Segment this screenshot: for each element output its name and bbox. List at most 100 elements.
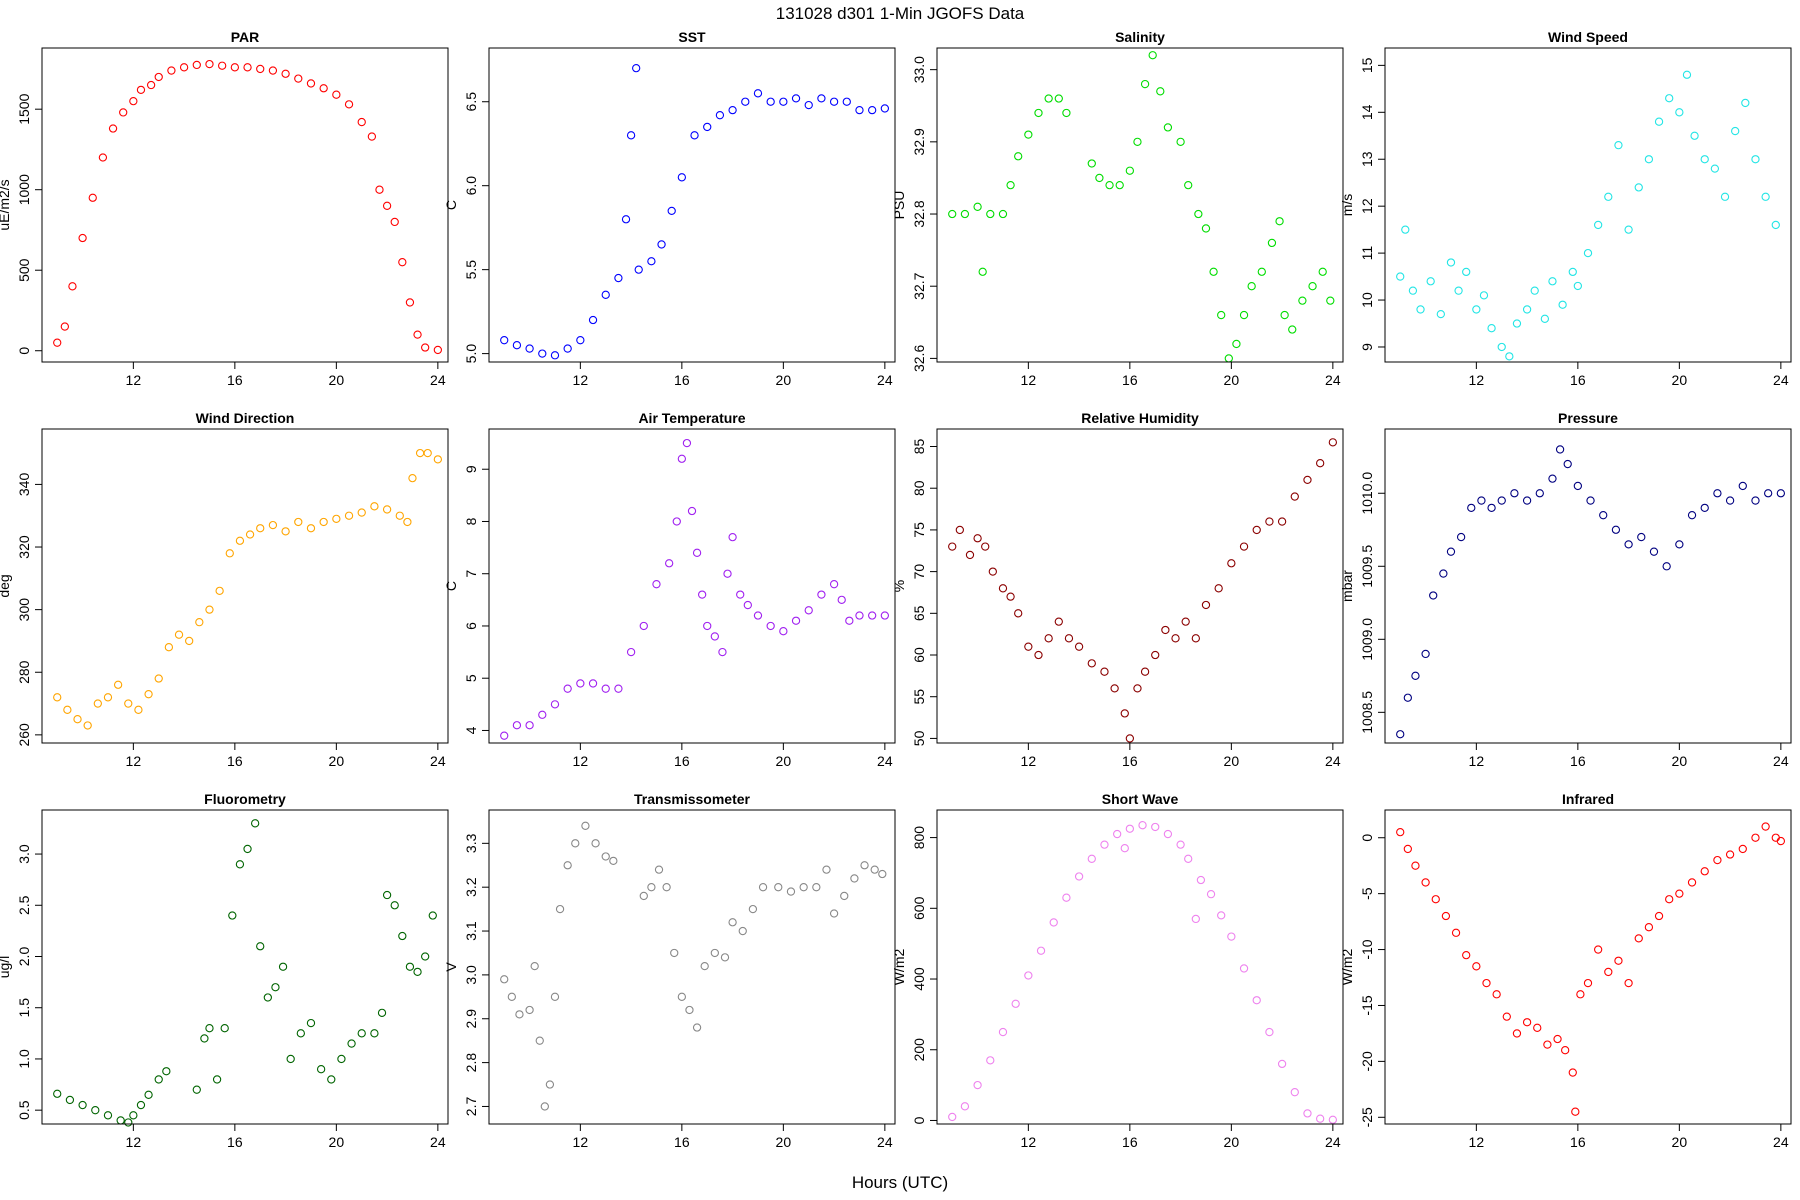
point xyxy=(1176,137,1185,146)
y-axis-title: mbar xyxy=(1339,570,1355,602)
y-tick-label: 0.5 xyxy=(16,1100,32,1120)
point xyxy=(948,542,957,551)
y-axis-title: PSU xyxy=(891,191,907,220)
point xyxy=(1062,108,1071,118)
point xyxy=(398,931,407,941)
panel-title: Salinity xyxy=(1115,29,1165,45)
point xyxy=(515,1010,524,1019)
point xyxy=(1115,180,1124,190)
point xyxy=(1522,305,1532,314)
point xyxy=(1563,459,1572,469)
panel-title: Wind Direction xyxy=(196,410,295,426)
point xyxy=(1761,192,1770,201)
panel-title: Pressure xyxy=(1558,410,1618,426)
point xyxy=(973,1080,982,1090)
point xyxy=(1206,890,1216,899)
x-tick-label: 12 xyxy=(1021,753,1037,769)
point xyxy=(766,621,775,631)
point xyxy=(1011,999,1020,1008)
point xyxy=(1604,192,1613,201)
point xyxy=(530,961,539,971)
point xyxy=(205,1024,214,1033)
point xyxy=(192,1085,201,1094)
point xyxy=(1087,659,1096,668)
point xyxy=(1662,562,1671,571)
point xyxy=(124,699,133,708)
point xyxy=(1741,98,1750,108)
point xyxy=(1156,87,1165,96)
point xyxy=(215,586,224,596)
point xyxy=(829,909,839,918)
point xyxy=(535,1036,544,1045)
x-tick-label: 16 xyxy=(1122,1134,1138,1150)
y-tick-label: 70 xyxy=(911,564,927,580)
y-tick-label: -25 xyxy=(1359,1107,1375,1127)
point xyxy=(91,1106,100,1115)
y-tick-label: 1500 xyxy=(16,93,32,124)
point xyxy=(1290,492,1299,501)
point xyxy=(1512,319,1522,328)
point xyxy=(281,527,290,536)
point xyxy=(588,679,598,688)
y-tick-label: 32.6 xyxy=(911,345,927,372)
point xyxy=(829,97,839,106)
point xyxy=(601,852,610,861)
point xyxy=(319,84,328,93)
point xyxy=(868,611,877,620)
point xyxy=(728,918,737,927)
point xyxy=(1125,824,1134,833)
point xyxy=(842,97,851,106)
y-tick-label: 340 xyxy=(16,473,32,497)
point xyxy=(1687,878,1697,887)
point xyxy=(500,731,509,740)
point xyxy=(228,911,237,920)
point xyxy=(1148,51,1157,60)
y-tick-label: 9 xyxy=(1359,343,1375,351)
y-axis-title: C xyxy=(443,581,459,591)
point xyxy=(1201,224,1211,233)
point xyxy=(1472,305,1481,314)
x-tick-label: 20 xyxy=(329,1134,345,1150)
y-tick-label: 400 xyxy=(911,967,927,991)
x-tick-label: 24 xyxy=(877,372,893,388)
point xyxy=(868,105,877,115)
y-tick-label: 2.5 xyxy=(16,895,32,915)
point xyxy=(316,1065,326,1074)
plot-frame xyxy=(936,809,1344,1125)
y-axis-title: W/m2 xyxy=(1339,949,1355,986)
point xyxy=(1277,1059,1287,1069)
point xyxy=(1252,525,1261,535)
point xyxy=(281,69,290,78)
point xyxy=(850,874,859,883)
point xyxy=(685,1005,694,1015)
point xyxy=(791,616,801,625)
point xyxy=(736,590,745,599)
y-tick-label: 60 xyxy=(911,647,927,663)
point xyxy=(1713,855,1722,865)
point xyxy=(1451,928,1461,937)
point xyxy=(1396,730,1405,739)
panel-title: Short Wave xyxy=(1102,791,1179,807)
point xyxy=(1303,475,1312,485)
point xyxy=(1184,180,1193,190)
panel-title: SST xyxy=(678,29,706,45)
point xyxy=(1120,709,1129,718)
point xyxy=(164,643,174,652)
point xyxy=(1751,833,1760,842)
point xyxy=(1217,911,1226,920)
point xyxy=(690,131,699,140)
y-tick-label: 1.5 xyxy=(16,998,32,1018)
point xyxy=(1522,1018,1532,1027)
point xyxy=(1487,324,1496,333)
y-tick-label: 32.7 xyxy=(911,272,927,299)
point xyxy=(1298,296,1307,305)
point xyxy=(179,63,189,72)
point xyxy=(1201,600,1211,610)
y-tick-label: 5 xyxy=(463,674,479,682)
point xyxy=(614,273,623,283)
x-tick-label: 16 xyxy=(674,753,690,769)
point xyxy=(1594,220,1603,230)
point xyxy=(405,962,415,971)
point xyxy=(845,616,854,625)
point xyxy=(1553,1034,1562,1044)
